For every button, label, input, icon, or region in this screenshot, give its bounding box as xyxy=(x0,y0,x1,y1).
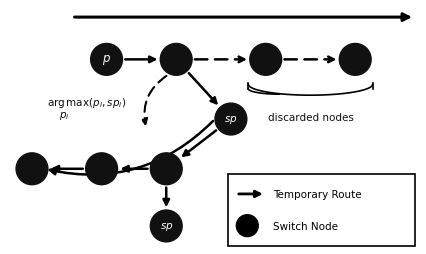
FancyBboxPatch shape xyxy=(228,174,414,246)
FancyArrowPatch shape xyxy=(50,121,213,175)
Circle shape xyxy=(339,44,370,76)
Text: $\arg\max(p_i, sp_i)$: $\arg\max(p_i, sp_i)$ xyxy=(47,95,126,109)
Circle shape xyxy=(150,210,182,242)
Circle shape xyxy=(16,153,48,185)
FancyArrowPatch shape xyxy=(141,76,166,124)
Text: $p_i$: $p_i$ xyxy=(59,110,70,122)
Text: Temporary Route: Temporary Route xyxy=(273,189,361,199)
Circle shape xyxy=(86,153,117,185)
Circle shape xyxy=(249,44,281,76)
Circle shape xyxy=(90,44,122,76)
Text: Switch Node: Switch Node xyxy=(273,221,337,231)
Circle shape xyxy=(160,44,192,76)
Text: $sp$: $sp$ xyxy=(224,114,237,125)
Text: $sp$: $sp$ xyxy=(159,220,173,232)
Circle shape xyxy=(236,215,258,237)
Circle shape xyxy=(214,104,246,135)
Text: $p$: $p$ xyxy=(102,53,111,67)
Text: discarded nodes: discarded nodes xyxy=(267,112,353,122)
Circle shape xyxy=(150,153,182,185)
